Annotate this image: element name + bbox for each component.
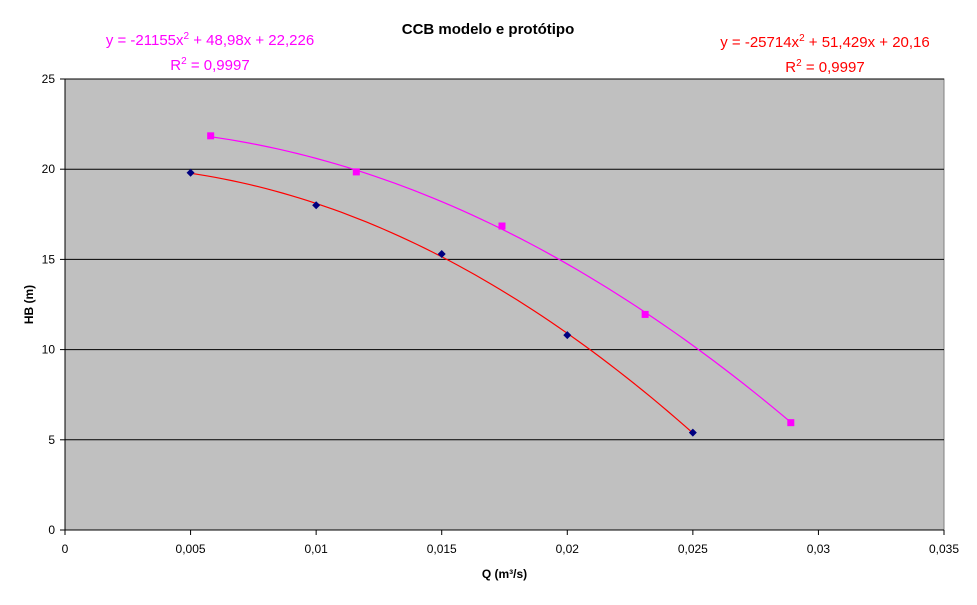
- y-axis-title: HB (m): [22, 285, 36, 324]
- data-point: [312, 201, 321, 210]
- chart-title: CCB modelo e protótipo: [401, 21, 575, 38]
- y-tick-label: 20: [42, 162, 56, 176]
- y-tick-label: 15: [42, 252, 56, 266]
- x-tick-label: 0,025: [678, 542, 708, 556]
- data-point: [207, 132, 215, 140]
- y-tick-label: 10: [42, 343, 56, 357]
- data-point: [563, 331, 572, 340]
- data-point: [688, 428, 697, 437]
- data-point: [498, 222, 506, 230]
- y-tick-label: 25: [42, 72, 56, 86]
- equation-line: y = -25714x2 + 51,429x + 20,16: [720, 33, 930, 51]
- r2-line: R2 = 0,9997: [785, 58, 865, 76]
- x-tick-label: 0,015: [427, 542, 457, 556]
- data-point: [437, 249, 446, 258]
- data-point: [186, 168, 195, 177]
- x-tick-label: 0,01: [304, 542, 328, 556]
- x-tick-label: 0,02: [556, 542, 580, 556]
- x-tick-label: 0: [62, 542, 69, 556]
- equation-line: y = -21155x2 + 48,98x + 22,226: [105, 31, 315, 49]
- y-tick-label: 5: [48, 433, 55, 447]
- x-tick-label: 0,03: [807, 542, 831, 556]
- equation-label-modelo: y = -25714x2 + 51,429x + 20,16 R2 = 0,99…: [695, 28, 955, 78]
- equation-label-protótipo: y = -21155x2 + 48,98x + 22,226 R2 = 0,99…: [80, 26, 340, 76]
- x-tick-label: 0,005: [176, 542, 206, 556]
- x-tick-label: 0,035: [929, 542, 959, 556]
- data-point: [787, 419, 795, 427]
- series-1: [207, 132, 795, 427]
- data-point: [352, 168, 360, 176]
- y-tick-label: 0: [48, 523, 55, 537]
- series-0: [186, 168, 697, 437]
- data-point: [641, 310, 649, 318]
- plot-area: [64, 78, 945, 531]
- x-axis-title: Q (m³/s): [482, 567, 527, 581]
- r2-line: R2 = 0,9997: [170, 56, 250, 74]
